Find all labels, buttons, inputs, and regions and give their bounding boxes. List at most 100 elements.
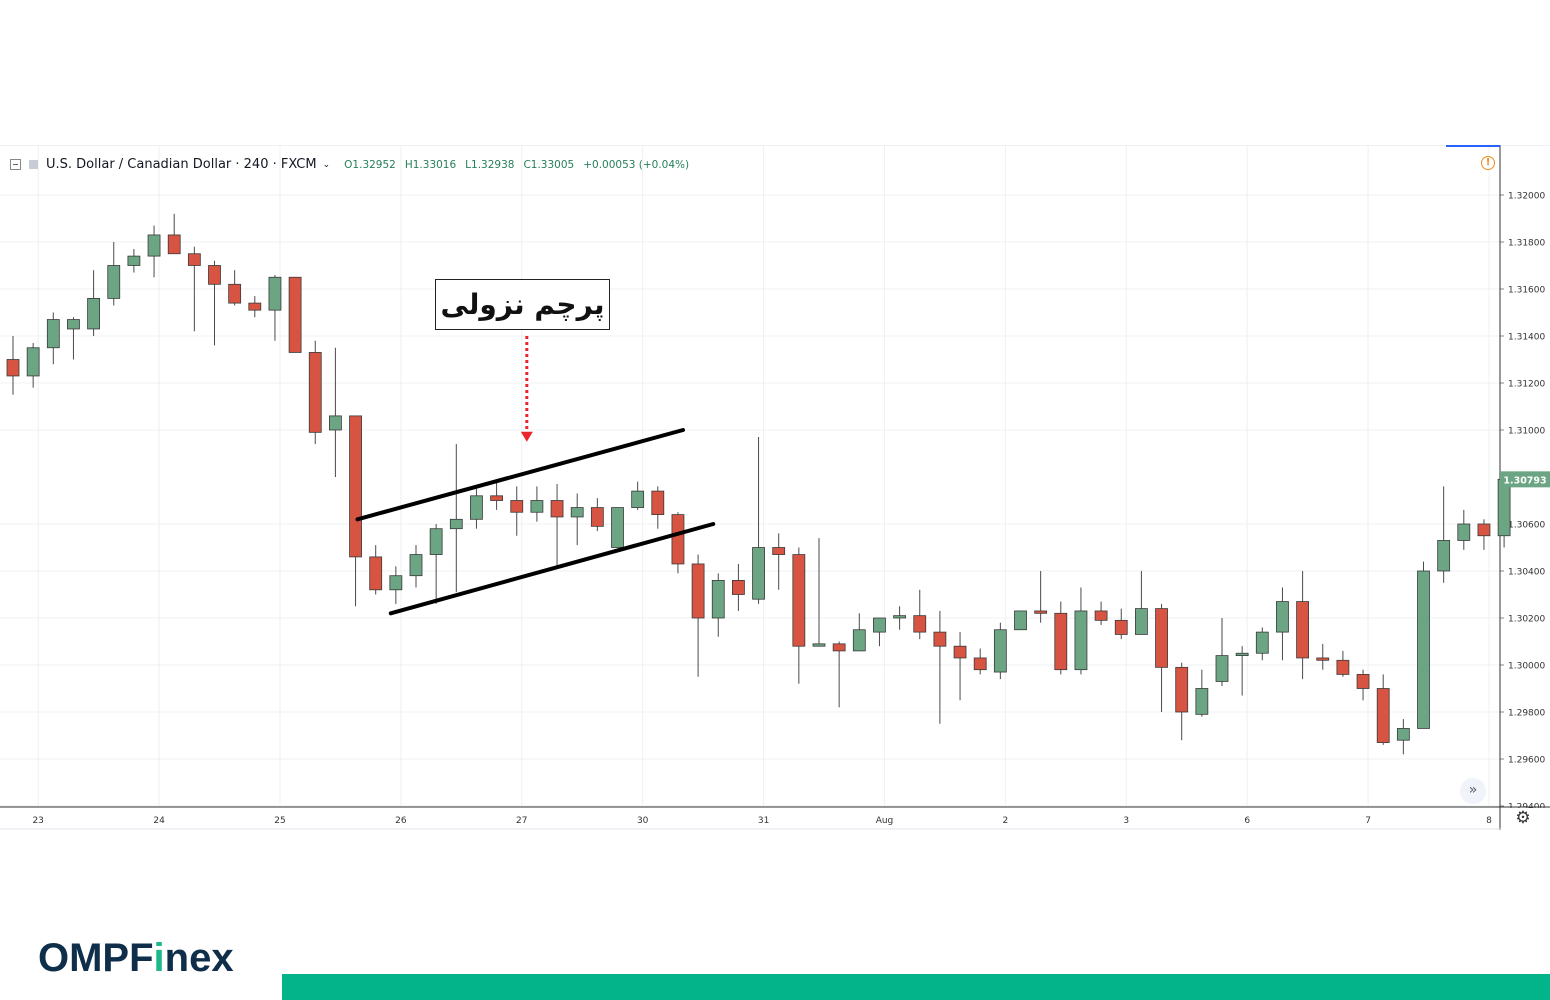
y-tick-label: 1.31600 bbox=[1508, 286, 1545, 296]
candle-up[interactable] bbox=[147, 234, 161, 257]
candle-down[interactable] bbox=[248, 302, 262, 311]
logo-accent: i bbox=[153, 936, 165, 980]
flag-trendline[interactable] bbox=[355, 428, 685, 522]
candlestick-chart[interactable]: 1.32000 1.31800 1.31600 1.31400 1.31200 1.310… bbox=[0, 145, 1550, 830]
candle-down[interactable] bbox=[1356, 674, 1370, 689]
candle-up[interactable] bbox=[530, 500, 544, 513]
candle-down[interactable] bbox=[1175, 666, 1189, 713]
brand-bottom-bar bbox=[282, 974, 1550, 1000]
candle-up[interactable] bbox=[409, 554, 423, 577]
x-tick-label: 30 bbox=[637, 816, 649, 826]
close-value: C1.33005 bbox=[523, 158, 575, 171]
candle-up[interactable] bbox=[127, 255, 141, 266]
candle-down[interactable] bbox=[732, 579, 745, 595]
candle-down[interactable] bbox=[208, 265, 221, 285]
candle-down[interactable] bbox=[792, 554, 806, 647]
candle-down[interactable] bbox=[288, 276, 302, 353]
x-tick-label: 23 bbox=[32, 816, 43, 826]
candle-up[interactable] bbox=[328, 415, 342, 431]
candle-down[interactable] bbox=[228, 283, 242, 304]
candle-down[interactable] bbox=[1094, 610, 1108, 621]
y-tick-label: 1.30600 bbox=[1508, 521, 1545, 531]
candle-up[interactable] bbox=[26, 347, 40, 377]
brand-logo: OMPFinex bbox=[38, 936, 234, 981]
candle-down[interactable] bbox=[490, 495, 504, 501]
candle-down[interactable] bbox=[349, 415, 362, 558]
candle-down[interactable] bbox=[1336, 659, 1350, 675]
candle-up[interactable] bbox=[1235, 652, 1249, 656]
double-chevron-right-icon[interactable]: » bbox=[1460, 778, 1486, 804]
ohlc-values: O1.32952 H1.33016 L1.32938 C1.33005 +0.0… bbox=[344, 159, 689, 171]
gear-icon[interactable]: ⚙ bbox=[1515, 808, 1531, 828]
candle-down[interactable] bbox=[1316, 657, 1330, 661]
candle-up[interactable] bbox=[67, 319, 80, 330]
candle-down[interactable] bbox=[590, 507, 604, 527]
candle-up[interactable] bbox=[1215, 655, 1229, 682]
chart-legend: U.S. Dollar / Canadian Dollar · 240 · FX… bbox=[10, 157, 689, 172]
candle-up[interactable] bbox=[1195, 688, 1209, 715]
candle-up[interactable] bbox=[87, 297, 100, 330]
minus-square-icon[interactable] bbox=[10, 159, 21, 170]
candle-down[interactable] bbox=[308, 352, 322, 433]
warning-icon[interactable]: ! bbox=[1481, 156, 1495, 170]
candle-down[interactable] bbox=[832, 643, 846, 652]
candle-up[interactable] bbox=[993, 629, 1007, 673]
candle-down[interactable] bbox=[1054, 612, 1068, 671]
candle-down[interactable] bbox=[933, 631, 947, 647]
candle-up[interactable] bbox=[1276, 601, 1289, 633]
candle-up[interactable] bbox=[1255, 631, 1269, 654]
symbol-title[interactable]: U.S. Dollar / Canadian Dollar · 240 · FX… bbox=[46, 157, 317, 172]
candle-down[interactable] bbox=[187, 253, 201, 266]
candle-down[interactable] bbox=[1376, 688, 1390, 743]
low-value: L1.32938 bbox=[465, 158, 515, 171]
candle-up[interactable] bbox=[570, 507, 584, 518]
chevron-down-icon[interactable]: ⌄ bbox=[322, 159, 331, 170]
flag-trendline[interactable] bbox=[388, 522, 716, 616]
candle-up[interactable] bbox=[1497, 478, 1511, 537]
candle-down[interactable] bbox=[671, 514, 685, 565]
candle-up[interactable] bbox=[470, 495, 483, 520]
candle-up[interactable] bbox=[852, 629, 866, 652]
candle-up[interactable] bbox=[631, 490, 645, 508]
chart-frame[interactable]: 1.32000 1.31800 1.31600 1.31400 1.31200 1.310… bbox=[0, 145, 1550, 830]
x-tick-label: 25 bbox=[274, 816, 285, 826]
candle-up[interactable] bbox=[429, 528, 443, 555]
candle-up[interactable] bbox=[268, 276, 282, 311]
candle-up[interactable] bbox=[893, 615, 906, 619]
candle-down[interactable] bbox=[1477, 523, 1491, 537]
candle-up[interactable] bbox=[873, 617, 886, 633]
candle-down[interactable] bbox=[369, 556, 383, 591]
candle-down[interactable] bbox=[691, 563, 705, 619]
candle-up[interactable] bbox=[1437, 540, 1451, 572]
candle-up[interactable] bbox=[46, 319, 60, 349]
candle-up[interactable] bbox=[107, 265, 121, 299]
price-badge-label: 1.30793 bbox=[1503, 475, 1546, 486]
candle-up[interactable] bbox=[1014, 610, 1027, 631]
candle-up[interactable] bbox=[1396, 728, 1410, 741]
candle-up[interactable] bbox=[711, 579, 725, 619]
candle-up[interactable] bbox=[1457, 523, 1471, 541]
candle-up[interactable] bbox=[812, 643, 826, 647]
candle-up[interactable] bbox=[1074, 610, 1088, 671]
x-tick-label: 3 bbox=[1123, 816, 1129, 826]
candle-down[interactable] bbox=[550, 500, 564, 518]
candle-up[interactable] bbox=[1417, 570, 1430, 729]
candle-up[interactable] bbox=[1135, 608, 1148, 635]
x-tick-label: 2 bbox=[1003, 816, 1009, 826]
candle-down[interactable] bbox=[1155, 608, 1168, 668]
candle-down[interactable] bbox=[1296, 601, 1309, 659]
candle-up[interactable] bbox=[611, 507, 624, 548]
candle-up[interactable] bbox=[389, 575, 403, 591]
candle-down[interactable] bbox=[772, 547, 786, 555]
candle-down[interactable] bbox=[973, 657, 987, 671]
candle-down[interactable] bbox=[1114, 619, 1128, 635]
candle-down[interactable] bbox=[167, 234, 181, 255]
candle-down[interactable] bbox=[6, 359, 20, 377]
candle-down[interactable] bbox=[510, 500, 524, 513]
candle-up[interactable] bbox=[449, 518, 463, 530]
candle-down[interactable] bbox=[651, 490, 665, 516]
candle-down[interactable] bbox=[953, 645, 967, 659]
candle-down[interactable] bbox=[1034, 610, 1048, 614]
candle-down[interactable] bbox=[913, 615, 927, 633]
candle-up[interactable] bbox=[752, 547, 765, 600]
